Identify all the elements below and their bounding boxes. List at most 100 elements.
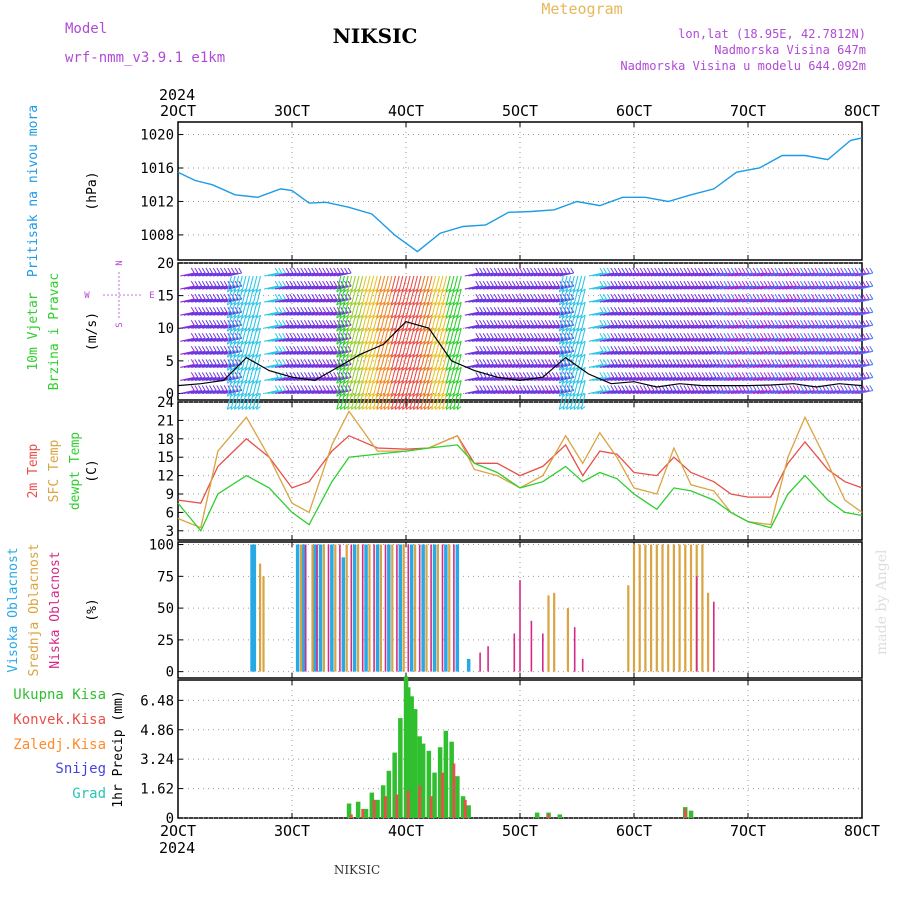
wind-barb-tick xyxy=(376,288,382,293)
wind-barb-tick xyxy=(599,372,604,378)
wind-barb-tick xyxy=(617,359,622,365)
wind-barb xyxy=(475,363,490,368)
wind-barb-tick xyxy=(562,301,568,306)
wind-barb-tick xyxy=(245,314,250,319)
wind-barb xyxy=(676,311,691,316)
wind-barb xyxy=(668,285,684,290)
wind-barb-tick xyxy=(234,366,239,371)
wind-barb-tick xyxy=(493,267,498,274)
wind-barb-tick xyxy=(398,366,404,371)
wind-barb xyxy=(665,311,680,316)
wind-barb-tick xyxy=(497,319,502,326)
wind-barb-tick xyxy=(526,346,531,352)
wind-barb-tick xyxy=(500,267,505,274)
wind-barb-tick xyxy=(617,385,622,391)
wind-barb-tick xyxy=(716,359,721,365)
wind-barb-tick xyxy=(504,306,509,313)
wind-barb-tick xyxy=(738,293,742,300)
wind-barb-tick xyxy=(372,327,378,332)
wind-barb xyxy=(636,337,651,342)
wind-barb xyxy=(785,350,800,355)
wind-barb-tick xyxy=(497,280,502,287)
wind-barb xyxy=(533,350,549,355)
wind-barb-tick xyxy=(311,306,316,313)
wind-barb-tick xyxy=(500,372,505,378)
wind-barb-tick xyxy=(832,267,837,274)
wind-barb-tick xyxy=(194,372,199,378)
precip-bar xyxy=(443,730,449,818)
wind-barb xyxy=(647,376,662,381)
wind-barb-tick xyxy=(519,372,524,378)
wind-barb-tick xyxy=(329,346,334,352)
wind-barb-tick xyxy=(394,353,400,358)
wind-barb xyxy=(676,298,691,303)
wind-barb-tick xyxy=(679,372,684,378)
wind-barb-tick xyxy=(847,293,852,300)
wind-barb-tick xyxy=(537,280,542,287)
wind-barb-tick xyxy=(365,353,371,358)
wind-barb xyxy=(687,337,702,342)
wind-barb xyxy=(658,337,673,342)
wind-barb-tick xyxy=(449,301,455,306)
wind-barb xyxy=(515,311,531,316)
wind-barb-tick xyxy=(541,319,545,326)
wind-barb xyxy=(716,311,731,316)
wind-barb-tick xyxy=(610,319,615,326)
wind-barb xyxy=(716,337,731,342)
wind-barb-tick xyxy=(256,379,261,384)
wind-barb-tick xyxy=(803,267,808,274)
wind-barb xyxy=(475,298,490,303)
wind-barb-tick xyxy=(851,293,856,300)
wind-barb xyxy=(847,324,863,329)
cloud-bar xyxy=(644,544,647,672)
wind-barb-tick xyxy=(537,372,542,378)
wind-barb xyxy=(471,272,487,277)
cloud-bar xyxy=(638,544,641,672)
wind-barb-tick xyxy=(635,280,640,287)
compass-w-label: W xyxy=(84,291,90,301)
wind-barb xyxy=(580,367,586,384)
wind-barb-tick xyxy=(248,392,254,397)
wind-barb-tick xyxy=(723,267,728,274)
wind-barb-tick xyxy=(380,301,385,306)
wind-barb-tick xyxy=(562,288,568,293)
wind-barb-tick xyxy=(314,319,319,326)
wind-barb-tick xyxy=(234,406,239,410)
x-tick-label-bottom: 5OCT xyxy=(502,822,538,840)
wind-barb-tick xyxy=(712,346,717,352)
wind-barb xyxy=(464,337,479,342)
wind-barb xyxy=(282,350,297,355)
wind-barb xyxy=(628,363,644,368)
wind-barb xyxy=(541,298,556,303)
wind-barb-tick xyxy=(748,333,753,339)
wind-barb xyxy=(822,350,837,355)
x-tick-label-bottom: 6OCT xyxy=(616,822,652,840)
wind-barb xyxy=(625,337,640,342)
wind-barb-tick xyxy=(745,319,750,326)
wind-barb-tick xyxy=(558,366,564,371)
wind-barb-tick xyxy=(869,267,874,274)
wind-barb-tick xyxy=(756,306,761,313)
wind-barb-tick xyxy=(369,366,374,371)
wind-barb xyxy=(672,350,687,355)
wind-barb xyxy=(698,311,713,316)
wind-barb-tick xyxy=(533,306,538,313)
precip-bar xyxy=(432,772,437,818)
wind-barb-tick xyxy=(303,267,308,274)
wind-barb-tick xyxy=(679,319,684,326)
wind-barb-tick xyxy=(756,293,761,300)
wind-barb-tick xyxy=(686,333,691,339)
wind-barb xyxy=(723,389,738,395)
wind-barb-tick xyxy=(358,379,364,384)
wind-barb xyxy=(479,376,494,381)
wind-barb xyxy=(376,275,382,293)
wind-barb-tick xyxy=(613,346,618,352)
wind-barb-tick xyxy=(307,372,312,378)
wind-barb xyxy=(464,298,479,303)
wind-barb-tick xyxy=(413,327,418,332)
wind-barb-tick xyxy=(544,333,549,339)
wind-barb-tick xyxy=(423,392,429,397)
wind-barb xyxy=(486,389,501,395)
wind-barb-tick xyxy=(716,319,721,326)
wind-barb xyxy=(720,298,735,303)
